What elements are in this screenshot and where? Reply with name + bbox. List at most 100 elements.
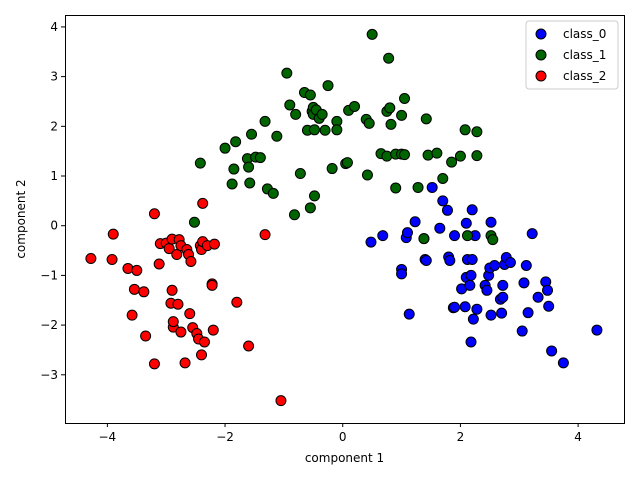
data-point-class_0-22 — [460, 217, 472, 229]
data-point-class_1-11 — [254, 152, 266, 164]
data-point-class_0-34 — [481, 284, 493, 296]
data-point-class_1-28 — [308, 124, 320, 136]
data-point-class_0-58 — [591, 324, 603, 336]
x-tick-label: 0 — [339, 430, 347, 444]
data-point-class_1-29 — [308, 190, 320, 202]
data-point-class_2-11 — [153, 258, 165, 270]
y-tick-label: 0 — [50, 219, 58, 233]
data-point-class_2-0 — [85, 253, 97, 265]
data-point-class_0-6 — [403, 308, 415, 320]
y-tick-label: −3 — [40, 368, 58, 382]
legend-label-class_0: class_0 — [563, 27, 606, 41]
data-point-class_1-61 — [422, 149, 434, 161]
points-layer — [85, 28, 603, 407]
data-point-class_1-18 — [288, 209, 300, 221]
data-point-class_1-66 — [459, 124, 471, 136]
legend-label-class_1: class_1 — [563, 48, 606, 62]
data-point-class_0-39 — [489, 259, 501, 271]
data-point-class_1-54 — [396, 109, 408, 121]
x-tick-label: −4 — [99, 430, 117, 444]
data-point-class_1-63 — [437, 173, 449, 184]
data-point-class_1-20 — [294, 168, 306, 180]
data-point-class_1-5 — [230, 136, 242, 148]
x-axis-ticks: −4 −2 0 2 4 — [99, 423, 582, 444]
data-point-class_1-62 — [431, 147, 443, 159]
legend-marker-class_1 — [535, 49, 547, 61]
data-point-class_1-23 — [304, 89, 316, 101]
data-point-class_1-3 — [226, 178, 238, 190]
data-point-class_1-4 — [228, 163, 240, 175]
data-point-class_0-25 — [464, 279, 476, 291]
data-point-class_2-46 — [259, 229, 271, 241]
y-tick-label: 4 — [50, 20, 58, 34]
data-point-class_0-26 — [465, 269, 477, 281]
data-point-class_1-2 — [219, 142, 231, 154]
data-point-class_1-0 — [188, 216, 200, 228]
data-point-class_2-25 — [179, 357, 191, 369]
data-point-class_2-19 — [167, 316, 179, 328]
y-axis-ticks: −3 −2 −1 0 1 2 3 4 — [40, 20, 65, 382]
data-point-class_1-41 — [349, 100, 360, 112]
data-point-class_2-16 — [166, 284, 178, 296]
data-point-class_1-45 — [366, 28, 378, 40]
data-point-class_2-28 — [184, 308, 196, 320]
data-point-class_1-1 — [194, 157, 206, 169]
data-point-class_0-21 — [459, 301, 471, 313]
data-point-class_2-7 — [138, 286, 150, 298]
data-point-class_1-24 — [304, 202, 316, 214]
data-point-class_0-46 — [504, 256, 516, 268]
data-point-class_2-2 — [107, 228, 119, 240]
data-point-class_1-57 — [399, 149, 411, 161]
y-tick-label: 1 — [50, 169, 58, 183]
data-point-class_1-52 — [390, 182, 402, 194]
data-point-class_0-18 — [449, 230, 461, 242]
data-point-class_0-55 — [543, 300, 555, 312]
data-point-class_1-12 — [259, 115, 271, 127]
data-point-class_0-14 — [441, 204, 453, 216]
data-point-class_0-48 — [518, 277, 530, 289]
data-point-class_0-0 — [365, 236, 377, 248]
series-class_0 — [365, 181, 603, 369]
data-point-class_0-16 — [444, 255, 456, 266]
y-tick-label: −2 — [40, 318, 58, 332]
data-point-class_1-71 — [487, 234, 499, 246]
data-point-class_1-51 — [385, 118, 397, 130]
data-point-class_0-1 — [377, 230, 389, 242]
data-point-class_2-44 — [231, 296, 243, 308]
data-point-class_0-56 — [546, 345, 558, 357]
y-tick-label: −1 — [40, 268, 58, 282]
data-point-class_2-34 — [196, 349, 208, 361]
legend-marker-class_0 — [535, 28, 547, 40]
data-point-class_0-43 — [497, 291, 509, 303]
data-point-class_1-39 — [341, 157, 353, 169]
data-point-class_0-28 — [466, 254, 478, 265]
data-point-class_0-37 — [485, 309, 497, 321]
data-point-class_2-8 — [140, 330, 152, 342]
data-point-class_2-1 — [106, 254, 118, 265]
data-point-class_2-42 — [207, 324, 219, 336]
data-point-class_1-50 — [384, 102, 396, 114]
data-point-class_2-4 — [126, 309, 138, 321]
data-point-class_1-9 — [246, 128, 258, 140]
data-point-class_1-35 — [326, 163, 338, 175]
data-point-class_0-32 — [471, 303, 483, 315]
data-point-class_0-49 — [520, 259, 532, 271]
data-point-class_0-27 — [465, 336, 477, 348]
x-tick-label: −2 — [216, 430, 234, 444]
data-point-class_2-47 — [275, 395, 287, 407]
data-point-class_1-69 — [471, 150, 483, 162]
data-point-class_0-50 — [522, 307, 534, 319]
data-point-class_1-34 — [322, 80, 334, 92]
data-point-class_2-45 — [243, 340, 255, 352]
data-point-class_2-29 — [185, 255, 197, 267]
data-point-class_2-3 — [122, 262, 134, 274]
axes-frame — [65, 15, 625, 424]
data-point-class_2-20 — [171, 249, 183, 261]
data-point-class_2-37 — [197, 197, 209, 209]
data-point-class_2-24 — [175, 326, 187, 338]
data-point-class_2-9 — [148, 208, 160, 220]
data-point-class_1-56 — [399, 92, 411, 104]
data-point-class_0-11 — [426, 181, 438, 193]
data-point-class_0-5 — [401, 227, 413, 239]
